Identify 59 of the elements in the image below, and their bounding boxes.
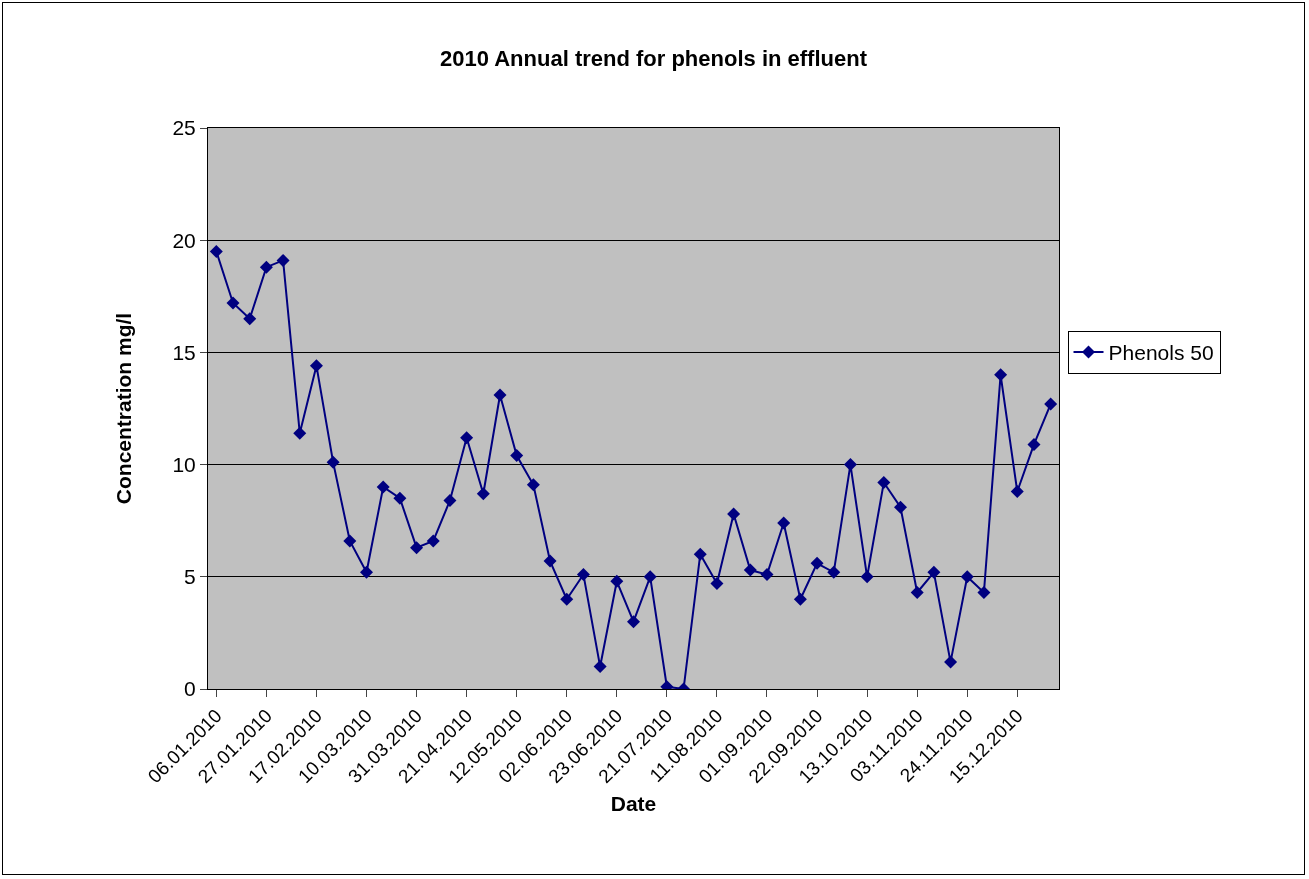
point <box>360 565 374 579</box>
legend-label: Phenols 50 <box>1108 341 1214 365</box>
point <box>476 487 490 501</box>
x-axis-title: Date <box>610 792 657 816</box>
point <box>226 296 240 310</box>
y-tick-label: 15 <box>172 340 196 364</box>
point <box>743 563 757 577</box>
point <box>1027 437 1041 451</box>
point <box>910 586 924 600</box>
point <box>376 480 390 494</box>
point <box>243 312 257 326</box>
point <box>760 568 774 582</box>
point <box>643 570 657 584</box>
point <box>893 500 907 514</box>
point <box>627 615 640 629</box>
point <box>259 260 273 274</box>
point <box>727 507 741 521</box>
point <box>860 570 874 584</box>
point <box>994 368 1008 382</box>
point <box>710 577 724 591</box>
y-tick-label: 10 <box>172 452 196 476</box>
y-tick-label: 25 <box>172 116 196 140</box>
point <box>293 426 307 440</box>
point <box>927 565 941 579</box>
point <box>209 244 223 258</box>
point <box>343 534 357 548</box>
point <box>326 455 340 469</box>
point <box>593 660 607 674</box>
point <box>693 547 707 561</box>
y-tick-label: 5 <box>184 565 196 589</box>
point <box>526 478 540 492</box>
point <box>843 458 857 472</box>
point <box>393 491 407 505</box>
point <box>510 449 524 463</box>
point <box>877 476 891 490</box>
point <box>1044 397 1058 411</box>
point <box>460 431 474 445</box>
point <box>543 554 557 568</box>
point <box>810 556 824 570</box>
point <box>410 541 424 555</box>
point <box>827 565 841 579</box>
y-tick-label: 20 <box>172 228 196 252</box>
point <box>560 592 574 606</box>
point <box>1010 485 1024 499</box>
point <box>576 568 590 582</box>
chart-title: 2010 Annual trend for phenols in effluent <box>439 46 868 72</box>
point <box>944 655 958 669</box>
point <box>443 494 457 507</box>
point <box>777 516 791 530</box>
point <box>977 586 991 600</box>
point <box>309 359 323 373</box>
point <box>426 534 440 548</box>
point <box>793 592 807 606</box>
point <box>493 388 507 402</box>
point <box>610 574 624 588</box>
y-axis-title: Concentration mg/l <box>111 312 135 505</box>
point <box>276 253 290 267</box>
y-tick-label: 0 <box>184 677 196 701</box>
point <box>960 570 974 584</box>
